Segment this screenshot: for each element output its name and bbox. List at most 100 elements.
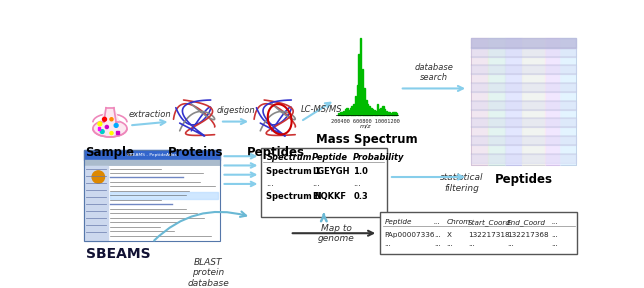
Text: database
search: database search — [415, 63, 453, 82]
Bar — [471, 83, 576, 92]
Bar — [471, 38, 576, 48]
Text: ...: ... — [434, 232, 440, 238]
Bar — [367, 104, 368, 115]
Circle shape — [98, 122, 102, 126]
Text: End_Coord: End_Coord — [507, 219, 545, 226]
Bar — [345, 109, 346, 115]
FancyBboxPatch shape — [261, 148, 386, 217]
Bar — [357, 85, 358, 115]
Text: Sample: Sample — [86, 146, 135, 159]
Text: ...: ... — [468, 241, 475, 247]
Bar — [360, 38, 361, 115]
Text: Map to
genome: Map to genome — [318, 224, 355, 243]
Text: ...: ... — [552, 232, 558, 238]
Circle shape — [100, 130, 104, 134]
Text: ...: ... — [434, 241, 440, 247]
Text: Mass Spectrum: Mass Spectrum — [316, 133, 418, 146]
Bar — [84, 150, 220, 160]
Bar — [116, 131, 119, 134]
Text: Proteins: Proteins — [167, 146, 223, 159]
Circle shape — [110, 118, 113, 121]
Text: ...: ... — [446, 241, 453, 247]
Bar — [391, 113, 392, 115]
Text: 0.3: 0.3 — [354, 192, 368, 201]
Text: Start_Coord: Start_Coord — [468, 219, 511, 226]
Bar — [362, 69, 363, 115]
Text: ...: ... — [384, 241, 391, 247]
Bar — [370, 108, 372, 115]
Bar — [384, 109, 385, 115]
Text: LGEYGH: LGEYGH — [312, 167, 350, 176]
Bar — [488, 38, 505, 166]
Text: ...: ... — [267, 179, 274, 188]
Text: EIQKKF: EIQKKF — [312, 192, 346, 201]
Text: ...: ... — [552, 219, 558, 226]
Circle shape — [106, 125, 108, 128]
Bar — [505, 38, 522, 166]
Bar — [110, 192, 218, 198]
Text: extraction: extraction — [128, 110, 171, 119]
Text: Spectrum: Spectrum — [267, 153, 312, 162]
Text: 1.0: 1.0 — [354, 167, 368, 176]
Text: PAp00007336: PAp00007336 — [384, 232, 435, 238]
Circle shape — [110, 132, 113, 135]
Text: BLAST
protein
database: BLAST protein database — [187, 258, 229, 288]
Text: Spectrum N: Spectrum N — [267, 192, 322, 201]
Bar — [355, 96, 356, 115]
Text: statistical
filtering: statistical filtering — [440, 173, 484, 193]
Bar — [338, 113, 339, 115]
Bar — [374, 110, 375, 115]
Bar — [387, 111, 389, 115]
Bar — [353, 104, 355, 115]
Bar — [545, 38, 560, 166]
Bar — [368, 106, 370, 115]
Text: ...: ... — [507, 241, 513, 247]
Bar — [381, 108, 382, 115]
Bar — [471, 38, 488, 166]
Text: LC-MS/MS: LC-MS/MS — [301, 105, 343, 114]
Bar — [84, 166, 220, 241]
Bar — [84, 160, 220, 166]
Bar — [375, 111, 377, 115]
Bar — [382, 106, 384, 115]
Text: ...: ... — [434, 219, 440, 226]
Bar — [471, 65, 576, 74]
Text: SBEAMS - PeptideAtlas: SBEAMS - PeptideAtlas — [128, 153, 177, 157]
Bar — [365, 100, 366, 115]
Text: 132217318: 132217318 — [468, 232, 509, 238]
Circle shape — [114, 124, 118, 127]
FancyBboxPatch shape — [381, 213, 577, 254]
Bar — [352, 106, 353, 115]
Bar — [84, 166, 108, 241]
Bar — [560, 38, 576, 166]
Bar — [471, 136, 576, 145]
Bar — [392, 111, 394, 115]
FancyBboxPatch shape — [471, 38, 576, 166]
Bar — [471, 118, 576, 127]
Bar — [396, 113, 397, 115]
Text: Chrom: Chrom — [446, 219, 471, 226]
Ellipse shape — [93, 120, 127, 137]
Bar — [358, 54, 360, 115]
Bar — [386, 111, 387, 115]
Circle shape — [102, 117, 106, 121]
Text: digestion: digestion — [216, 106, 255, 115]
Bar — [348, 110, 350, 115]
Text: Peptide: Peptide — [312, 153, 348, 162]
Text: Peptides: Peptides — [495, 173, 553, 186]
Bar — [363, 88, 365, 115]
Bar — [394, 112, 395, 115]
Text: ...: ... — [354, 179, 361, 188]
Bar — [522, 38, 545, 166]
Bar — [389, 112, 390, 115]
Text: Peptides: Peptides — [247, 146, 305, 159]
Bar — [346, 108, 348, 115]
Bar — [471, 154, 576, 163]
Text: Probability: Probability — [354, 153, 405, 162]
Text: 132217368: 132217368 — [507, 232, 549, 238]
Polygon shape — [100, 108, 119, 122]
Text: X: X — [446, 232, 451, 238]
Text: SBEAMS: SBEAMS — [86, 247, 151, 261]
Text: m/z: m/z — [360, 123, 372, 128]
Bar — [377, 104, 379, 115]
